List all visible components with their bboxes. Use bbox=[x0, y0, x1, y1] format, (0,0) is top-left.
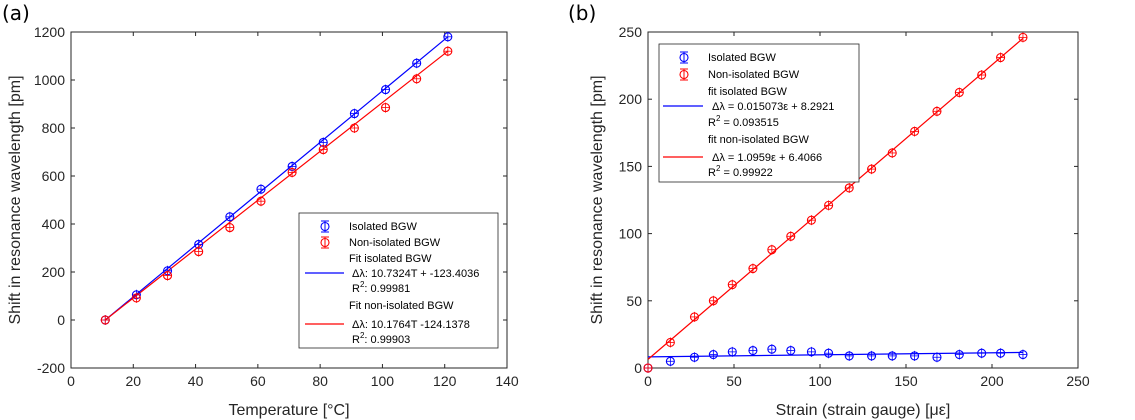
panel-b-label: (b) bbox=[568, 1, 596, 25]
y-tick-label: 1000 bbox=[34, 72, 65, 88]
x-tick-label: 100 bbox=[808, 373, 832, 389]
y-tick-label: 250 bbox=[619, 24, 643, 40]
panel-a-legend-box bbox=[298, 212, 499, 349]
panel-a-legend-fit-non-isolated: Fit non-isolated BGW bbox=[349, 300, 454, 312]
y-tick-label: 200 bbox=[619, 91, 643, 107]
panel-a-legend-isolated: Isolated BGW bbox=[349, 221, 417, 233]
panel-a-legend-fit-isolated: Fit isolated BGW bbox=[349, 253, 432, 265]
x-tick-label: 20 bbox=[125, 373, 141, 389]
panel-b-data-points bbox=[643, 32, 1028, 373]
y-tick-label: 200 bbox=[42, 264, 66, 280]
panel-a-data-points bbox=[100, 31, 453, 325]
y-tick-label: -200 bbox=[37, 360, 65, 376]
panel-a-legend-fit-non-isolated-equation: Δλ: 10.1764T -124.1378 bbox=[352, 319, 470, 331]
panel-a-legend-fit-non-isolated-r2: R2: 0.99903 bbox=[352, 331, 410, 346]
panel-a-label: (a) bbox=[2, 1, 30, 25]
y-tick-label: 0 bbox=[634, 360, 642, 376]
panel-a-temperature-chart: (a) 0 20 40 60 80 100 120 140-20002004006008001… bbox=[2, 1, 519, 419]
panel-a-ticks: 0 20 40 60 80 100 120 140-200020040060080010001… bbox=[34, 24, 519, 389]
panel-a-legend: Isolated BGW Non-isolated BGW Fit isolat… bbox=[298, 212, 499, 349]
x-tick-label: 0 bbox=[67, 373, 75, 389]
legend-circle-marker-icon bbox=[320, 221, 330, 232]
panel-b-legend-fit-non-isolated-equation: Δλ = 1.0959ε + 6.4066 bbox=[712, 152, 822, 164]
panel-b-legend-fit-isolated-equation: Δλ = 0.015073ε + 8.2921 bbox=[712, 101, 834, 113]
panel-b-legend-isolated: Isolated BGW bbox=[708, 52, 776, 64]
y-tick-label: 600 bbox=[42, 168, 66, 184]
y-tick-label: 800 bbox=[42, 120, 66, 136]
x-tick-label: 120 bbox=[433, 373, 457, 389]
legend-circle-marker-icon bbox=[679, 52, 689, 63]
x-tick-label: 50 bbox=[726, 373, 742, 389]
fit-line-1 bbox=[647, 37, 1024, 360]
panel-a-x-axis-label: Temperature [°C] bbox=[228, 402, 349, 419]
panel-b-legend-fit-isolated-r2: R2 = 0.093515 bbox=[708, 114, 779, 129]
fit-line-0 bbox=[104, 36, 449, 321]
panel-b-ticks: 0 50 100 150 200 250 0 50 100 150 200 250 bbox=[619, 24, 1090, 389]
panel-a-y-axis-label: Shift in resonance wavelength [pm] bbox=[7, 75, 24, 324]
panel-b-legend: Isolated BGW Non-isolated BGW fit isolat… bbox=[658, 43, 860, 183]
panel-a-plot-area bbox=[70, 31, 508, 369]
panel-b-plot-area bbox=[647, 31, 1079, 369]
x-tick-label: 150 bbox=[894, 373, 918, 389]
legend-circle-marker-icon bbox=[679, 69, 689, 80]
panel-b-strain-chart: (b) 0 50 100 150 200 250 0 50 100 150 200 250 Strai… bbox=[568, 1, 1090, 419]
panel-a-legend-non-isolated: Non-isolated BGW bbox=[349, 237, 441, 249]
panel-b-legend-non-isolated: Non-isolated BGW bbox=[708, 69, 800, 81]
x-tick-label: 200 bbox=[980, 373, 1004, 389]
x-tick-label: 0 bbox=[644, 373, 652, 389]
panel-a-fit-lines bbox=[104, 36, 449, 321]
x-tick-label: 60 bbox=[250, 373, 266, 389]
fit-line-0 bbox=[647, 351, 1023, 358]
fit-line-1 bbox=[104, 50, 449, 321]
y-tick-label: 0 bbox=[57, 312, 65, 328]
y-tick-label: 50 bbox=[626, 293, 642, 309]
panel-b-x-axis-label: Strain (strain gauge) [με] bbox=[776, 402, 951, 419]
y-tick-label: 1200 bbox=[34, 24, 65, 40]
panel-a-legend-fit-isolated-equation: Δλ: 10.7324T + -123.4036 bbox=[352, 268, 479, 280]
x-tick-label: 100 bbox=[371, 373, 395, 389]
x-tick-label: 140 bbox=[495, 373, 519, 389]
panel-b-y-axis-label: Shift in resonance wavelength [pm] bbox=[589, 75, 606, 324]
x-tick-label: 40 bbox=[188, 373, 204, 389]
panel-b-legend-fit-isolated: fit isolated BGW bbox=[708, 86, 787, 98]
legend-circle-marker-icon bbox=[320, 237, 330, 248]
panel-b-fit-lines bbox=[647, 37, 1024, 360]
x-tick-label: 250 bbox=[1066, 373, 1090, 389]
y-tick-label: 150 bbox=[619, 158, 643, 174]
y-tick-label: 100 bbox=[619, 226, 643, 242]
panel-a-legend-fit-isolated-r2: R2: 0.99981 bbox=[352, 280, 410, 295]
x-tick-label: 80 bbox=[312, 373, 328, 389]
panel-b-legend-box bbox=[658, 43, 860, 183]
panel-b-legend-fit-non-isolated-r2: R2 = 0.99922 bbox=[708, 164, 773, 179]
panel-b-legend-fit-non-isolated: fit non-isolated BGW bbox=[708, 134, 809, 146]
y-tick-label: 400 bbox=[42, 216, 66, 232]
